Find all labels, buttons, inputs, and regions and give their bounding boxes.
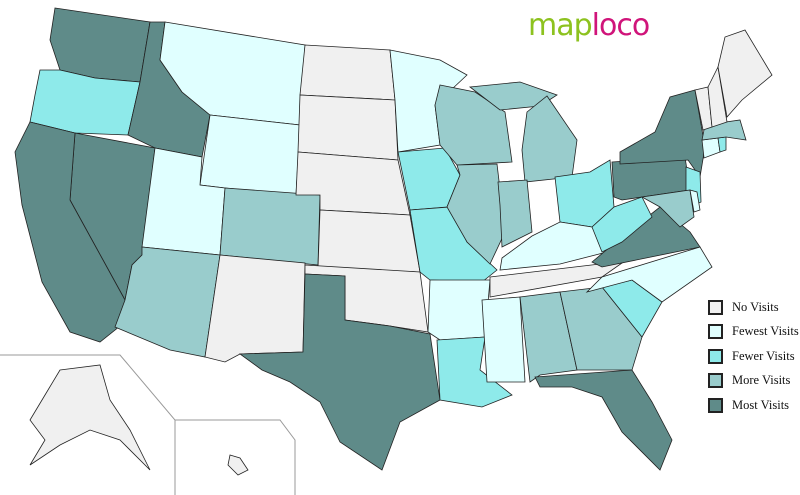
legend-swatch [708, 373, 723, 389]
state-co[interactable] [219, 187, 321, 266]
state-wv[interactable] [591, 196, 653, 253]
state-nh[interactable] [707, 65, 728, 128]
legend-item-fewest: Fewest Visits [708, 320, 799, 345]
state-fl[interactable] [534, 369, 673, 471]
state-wi[interactable] [434, 84, 513, 166]
legend: No Visits Fewest Visits Fewer Visits More V… [708, 295, 799, 418]
state-ak[interactable] [29, 364, 151, 471]
legend-swatch [708, 348, 723, 364]
state-sd[interactable] [297, 94, 399, 161]
legend-label: Fewest Visits [732, 324, 799, 339]
legend-item-most: Most Visits [708, 393, 799, 418]
legend-label: Most Visits [732, 397, 790, 412]
state-wy[interactable] [199, 114, 301, 196]
state-me[interactable] [717, 29, 773, 118]
legend-swatch [708, 324, 723, 340]
state-md[interactable] [640, 189, 695, 228]
state-ca[interactable] [14, 121, 126, 343]
legend-swatch [708, 397, 723, 413]
legend-item-none: No Visits [708, 295, 799, 320]
maploco-logo: maploco [528, 8, 650, 43]
state-de[interactable] [689, 189, 701, 213]
state-tn[interactable] [489, 255, 633, 298]
legend-item-fewer: Fewer Visits [708, 344, 799, 369]
state-nm[interactable] [204, 254, 306, 363]
legend-swatch [708, 299, 723, 315]
state-il[interactable] [446, 163, 506, 265]
state-al[interactable] [519, 291, 578, 383]
state-ct[interactable] [701, 137, 721, 159]
legend-item-more: More Visits [708, 369, 799, 394]
state-ms[interactable] [481, 296, 526, 383]
state-ks[interactable] [317, 209, 421, 273]
legend-label: More Visits [732, 373, 791, 388]
state-nd[interactable] [299, 44, 396, 101]
inset-border [175, 419, 296, 495]
state-tx[interactable] [238, 273, 441, 471]
legend-label: No Visits [732, 299, 779, 314]
state-hi[interactable] [227, 454, 249, 476]
state-ar[interactable] [427, 279, 491, 341]
legend-label: Fewer Visits [732, 348, 795, 363]
state-in[interactable] [497, 179, 533, 248]
inset-border [0, 354, 176, 495]
state-mi[interactable] [521, 95, 578, 183]
